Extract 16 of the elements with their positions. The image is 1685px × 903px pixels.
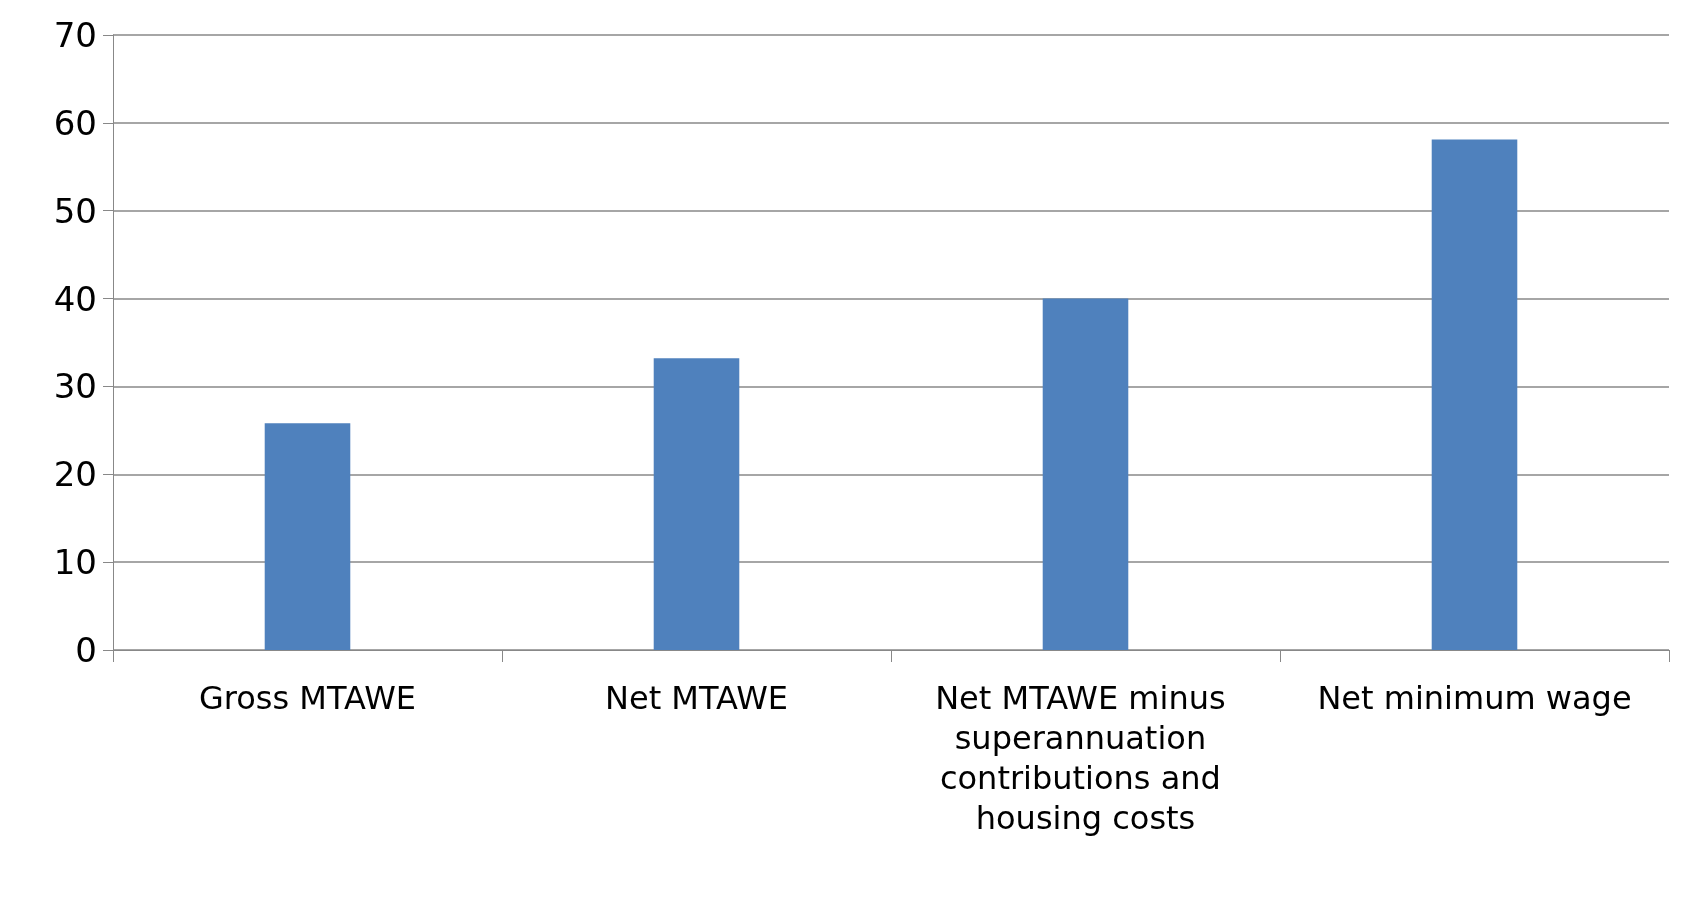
- x-tick-label: Net minimum wage: [1317, 679, 1632, 717]
- y-tick-label: 50: [53, 190, 97, 231]
- y-tick-label: 40: [53, 278, 97, 319]
- x-tick-label: Net MTAWE minus superannuation contributions and housing costs: [935, 679, 1236, 837]
- y-tick-label: 30: [53, 366, 97, 407]
- x-tick-label: Net MTAWE: [604, 679, 789, 717]
- bar: [1431, 139, 1518, 650]
- y-tick-label: 20: [53, 454, 97, 495]
- y-tick-label: 60: [53, 102, 97, 143]
- y-tick-label: 0: [75, 630, 97, 670]
- bar: [653, 358, 740, 650]
- x-tick-label: Gross MTAWE: [198, 679, 417, 717]
- y-tick-label: 70: [53, 15, 97, 55]
- bar: [1042, 298, 1129, 650]
- bar: [264, 423, 351, 650]
- y-tick-label: 10: [53, 542, 97, 583]
